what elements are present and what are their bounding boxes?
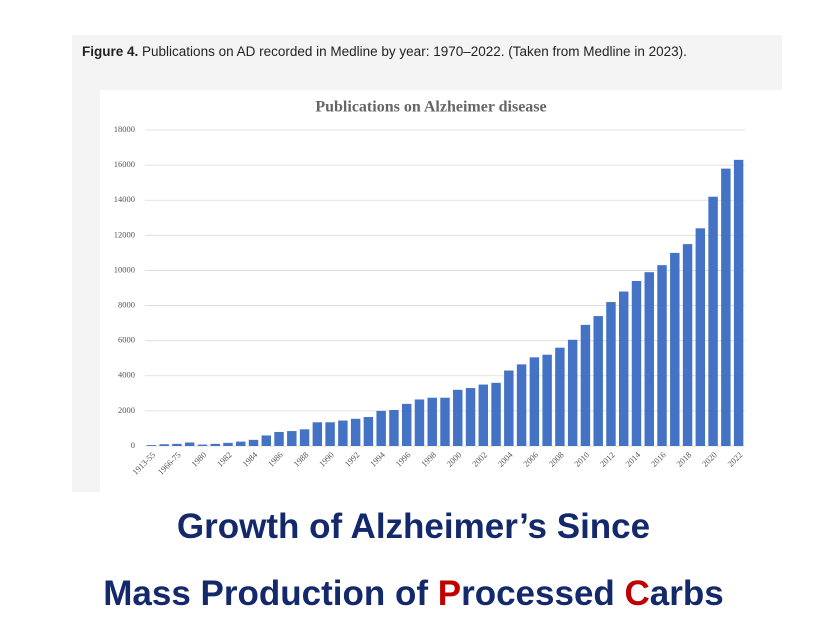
bar <box>376 410 386 446</box>
bar <box>593 316 603 446</box>
bar <box>516 364 527 446</box>
bar <box>274 431 284 446</box>
chart: Publications on Alzheimer disease 0 2000 4… <box>100 90 782 492</box>
figure-caption: Figure 4. Publications on AD recorded in… <box>82 42 740 62</box>
bar <box>184 442 195 446</box>
bar <box>542 354 552 446</box>
bar <box>567 339 578 446</box>
bar <box>504 370 514 446</box>
bar <box>465 388 476 446</box>
bar <box>159 444 169 446</box>
bar <box>325 422 335 446</box>
bar <box>312 422 323 446</box>
headline-highlight: P <box>437 574 462 613</box>
bar <box>427 397 437 446</box>
y-tick-label: 10000 <box>114 264 135 274</box>
headline-text: arbs <box>649 574 724 613</box>
bar <box>210 443 220 446</box>
bar <box>363 417 374 446</box>
bar <box>606 302 616 446</box>
bar <box>682 244 693 446</box>
bar <box>657 265 667 446</box>
y-tick-label: 2000 <box>118 405 135 415</box>
bar <box>644 272 654 446</box>
bar <box>453 389 463 446</box>
bar <box>401 403 412 446</box>
headline-line1: Growth of Alzheimer’s Since <box>176 507 651 546</box>
bar <box>197 444 208 446</box>
y-tick-label: 8000 <box>118 300 135 310</box>
bar <box>529 357 540 446</box>
bar <box>619 291 629 446</box>
bar <box>708 196 718 446</box>
bar <box>414 399 425 446</box>
headline-line2: Mass Production of Processed Carbs <box>0 574 827 614</box>
bar <box>261 435 271 446</box>
y-tick-label: 0 <box>131 440 135 450</box>
bar <box>389 410 399 446</box>
headline-highlight: C <box>624 574 650 613</box>
bar <box>478 384 489 446</box>
bar <box>695 228 706 446</box>
bar <box>670 252 680 446</box>
bar <box>491 382 501 446</box>
bar <box>236 441 246 446</box>
bar <box>721 168 731 446</box>
caption-text: Publications on AD recorded in Medline b… <box>142 44 687 59</box>
bar <box>631 280 642 446</box>
y-tick-label: 16000 <box>114 159 135 169</box>
headline-text: rocessed <box>461 574 625 613</box>
bar <box>146 445 157 446</box>
y-tick-label: 12000 <box>114 229 135 239</box>
bar <box>338 420 348 446</box>
bar <box>248 439 259 446</box>
bar <box>580 324 591 446</box>
bar <box>555 347 565 446</box>
bar <box>287 431 297 446</box>
y-tick-label: 14000 <box>114 194 135 204</box>
bar <box>733 159 744 446</box>
bar <box>440 397 450 446</box>
chart-title: Publications on Alzheimer disease <box>315 99 546 116</box>
bar <box>299 429 310 446</box>
y-tick-label: 18000 <box>114 124 135 134</box>
bar <box>223 442 233 446</box>
bar <box>172 443 182 446</box>
y-tick-label: 6000 <box>118 335 135 345</box>
bar <box>350 418 361 446</box>
caption-label: Figure 4. <box>82 44 139 59</box>
y-tick-label: 4000 <box>118 370 135 380</box>
headline-text: Mass Production of <box>103 574 438 613</box>
